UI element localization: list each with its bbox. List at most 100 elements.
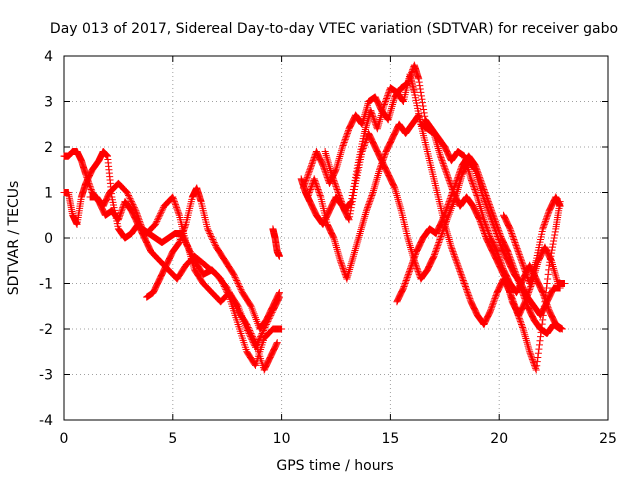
data-point — [481, 229, 489, 237]
data-point — [444, 201, 452, 209]
data-point — [506, 254, 514, 262]
data-point — [469, 179, 477, 187]
data-point — [336, 193, 344, 201]
data-point — [524, 342, 532, 350]
data-point — [374, 170, 382, 178]
data-point — [539, 223, 547, 231]
data-point — [515, 249, 523, 257]
y-tick-label: -3 — [39, 368, 53, 384]
data-point — [510, 236, 518, 244]
data-point — [356, 228, 364, 236]
data-point — [133, 211, 141, 219]
data-point — [496, 231, 504, 239]
data-point — [435, 237, 443, 245]
data-point — [308, 161, 316, 169]
data-point — [328, 170, 336, 178]
data-point — [367, 108, 375, 116]
data-point — [312, 181, 320, 189]
data-point — [522, 299, 530, 307]
data-point — [246, 301, 254, 309]
series-track-e — [269, 225, 283, 260]
data-point — [350, 182, 358, 190]
data-point — [487, 305, 495, 313]
data-point — [535, 341, 543, 349]
data-point — [430, 251, 438, 259]
data-point — [516, 316, 524, 324]
data-point — [442, 207, 450, 215]
data-point — [360, 214, 368, 222]
data-point — [180, 225, 188, 233]
data-point — [344, 128, 352, 136]
series-track-k — [500, 193, 564, 287]
data-point — [337, 260, 345, 268]
data-point — [445, 198, 453, 206]
data-point — [393, 193, 401, 201]
data-point — [174, 207, 182, 215]
data-point — [231, 273, 239, 281]
data-point — [172, 201, 180, 209]
data-point — [461, 283, 469, 291]
data-point — [481, 231, 489, 239]
data-point — [454, 261, 462, 269]
data-point — [534, 349, 542, 357]
data-point — [455, 169, 463, 177]
data-point — [447, 241, 455, 249]
data-point — [379, 155, 387, 163]
data-point — [368, 190, 376, 198]
data-point — [520, 263, 528, 271]
data-point — [409, 258, 417, 266]
data-point — [217, 275, 225, 283]
data-point — [551, 228, 559, 236]
data-point — [84, 176, 92, 184]
data-point — [444, 172, 452, 180]
data-point — [244, 328, 252, 336]
data-point — [463, 287, 471, 295]
data-point — [541, 293, 549, 301]
data-point — [169, 193, 177, 201]
data-point — [452, 257, 460, 265]
data-point — [448, 190, 456, 198]
data-point — [338, 199, 346, 207]
data-point — [220, 281, 228, 289]
data-point — [448, 245, 456, 253]
data-point — [314, 184, 322, 192]
data-point — [324, 157, 332, 165]
data-point — [137, 222, 145, 230]
data-point — [486, 204, 494, 212]
data-point — [519, 261, 527, 269]
data-point — [218, 278, 226, 286]
data-point — [321, 167, 329, 175]
data-point — [135, 214, 143, 222]
data-point — [347, 262, 355, 270]
data-point — [208, 234, 216, 242]
data-point — [467, 175, 475, 183]
data-point — [477, 176, 485, 184]
data-point — [479, 184, 487, 192]
data-point — [458, 273, 466, 281]
data-point — [507, 228, 515, 236]
data-point — [446, 239, 454, 247]
data-point — [507, 255, 515, 263]
data-point — [333, 162, 341, 170]
data-point — [470, 184, 478, 192]
data-point — [438, 231, 446, 239]
data-point — [380, 102, 388, 110]
data-point — [312, 179, 320, 187]
data-point — [346, 264, 354, 272]
data-point — [305, 169, 313, 177]
series-track-d — [143, 184, 283, 333]
data-point — [488, 302, 496, 310]
data-point — [248, 336, 256, 344]
data-point — [431, 249, 439, 257]
data-point — [350, 179, 358, 187]
data-point — [339, 141, 347, 149]
data-point — [343, 131, 351, 139]
data-point — [335, 253, 343, 261]
data-point — [414, 266, 422, 274]
data-point — [334, 247, 342, 255]
data-point — [320, 164, 328, 172]
data-point — [174, 208, 182, 216]
data-point — [521, 331, 529, 339]
data-point — [441, 166, 449, 174]
y-tick-label: 0 — [44, 231, 53, 247]
